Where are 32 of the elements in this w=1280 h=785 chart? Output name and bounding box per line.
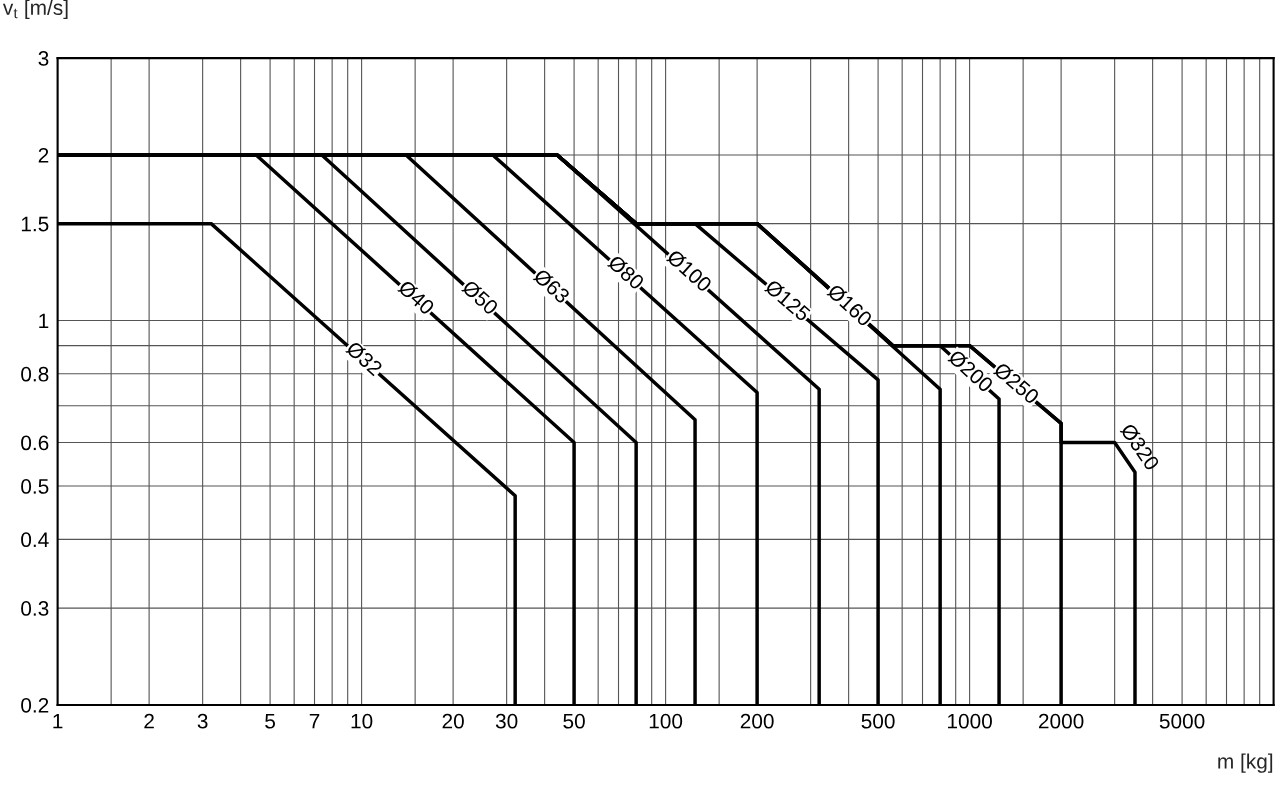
y-tick-label: 3 bbox=[38, 51, 49, 66]
y-tick-label: 0.8 bbox=[21, 366, 49, 382]
x-tick-label: 20 bbox=[442, 713, 464, 729]
y-tick-label: 0.4 bbox=[21, 532, 49, 548]
x-tick-label: 30 bbox=[495, 713, 518, 729]
x-tick-label: 10 bbox=[351, 713, 373, 729]
y-tick-label: 0.3 bbox=[21, 601, 49, 616]
y-tick-label: 0.2 bbox=[21, 697, 49, 713]
x-tick-label: 5 bbox=[265, 714, 276, 729]
x-tick-label: 50 bbox=[563, 713, 585, 729]
x-tick-label: 1000 bbox=[948, 713, 992, 729]
x-tick-label: 200 bbox=[740, 713, 774, 729]
x-axis-title: m [kg] bbox=[1218, 753, 1273, 773]
text: Ø63 bbox=[532, 267, 571, 305]
text: Ø40 bbox=[397, 278, 436, 316]
x-tick-label: 2 bbox=[144, 713, 154, 729]
y-tick-label: 1 bbox=[39, 313, 49, 329]
x-tick-label: 7 bbox=[309, 714, 320, 729]
x-tick-label: 3 bbox=[197, 713, 208, 729]
y-tick-label: 0.6 bbox=[21, 435, 49, 451]
text: Ø50 bbox=[461, 278, 500, 316]
y-axis-title: v$_{t}$ [m/s] bbox=[2, 0, 68, 20]
text: Ø80 bbox=[606, 253, 646, 291]
x-tick-label: 1 bbox=[53, 714, 63, 729]
x-tick-label: 2000 bbox=[1038, 713, 1084, 729]
y-tick-label: 2 bbox=[38, 147, 49, 163]
x-tick-label: 5000 bbox=[1159, 713, 1205, 729]
text: Ø32 bbox=[345, 339, 384, 377]
y-tick-label: 0.5 bbox=[21, 479, 49, 494]
x-tick-label: 500 bbox=[861, 713, 895, 729]
x-tick-label: 100 bbox=[649, 713, 683, 729]
y-tick-label: 1.5 bbox=[21, 216, 49, 232]
